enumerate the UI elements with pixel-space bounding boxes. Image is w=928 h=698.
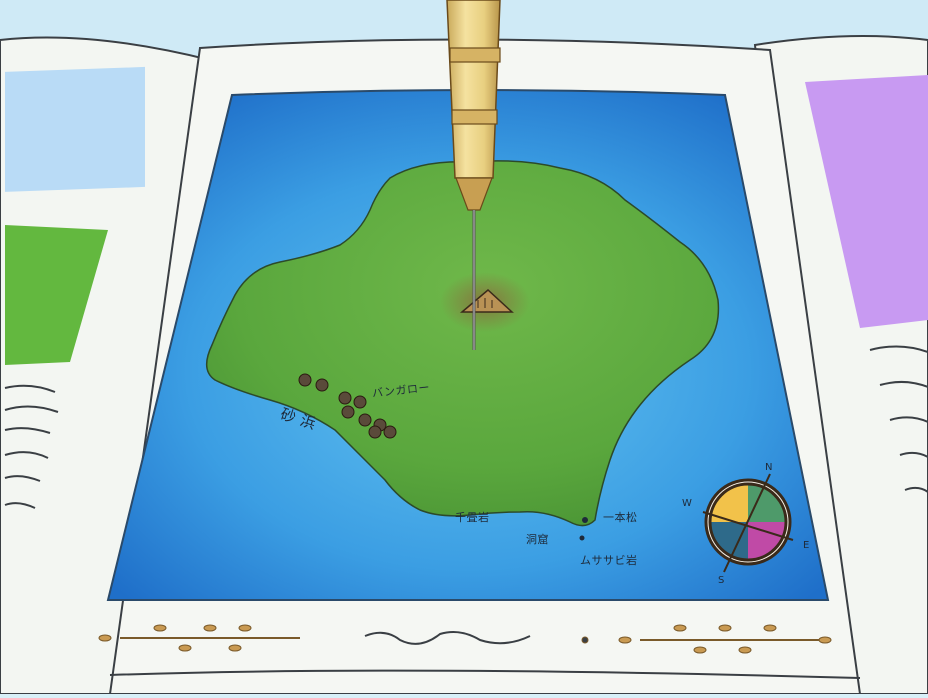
center-page-bottom-lines (109, 669, 861, 679)
pine-marker (579, 535, 585, 541)
map-label-rock: ムササビ岩 (580, 554, 638, 567)
ornament-row (98, 624, 832, 654)
pine-point (582, 517, 588, 523)
map-label-cave2: 洞窟 (526, 533, 549, 546)
right-page-text-lines (869, 345, 928, 493)
compass-north-label: N (765, 462, 773, 473)
compass-east-label: E (803, 540, 810, 551)
map-label-pine: 一本松 (603, 511, 638, 524)
compass-south-label: S (718, 575, 725, 586)
island (206, 160, 720, 527)
bungalow-icons (298, 373, 397, 439)
map (106, 89, 830, 601)
compass-icon (702, 473, 794, 573)
pen-icon (446, 0, 501, 350)
left-page-text-lines (4, 384, 59, 509)
compass-west-label: W (682, 498, 692, 509)
map-label-cave1: 千畳岩 (455, 511, 490, 524)
